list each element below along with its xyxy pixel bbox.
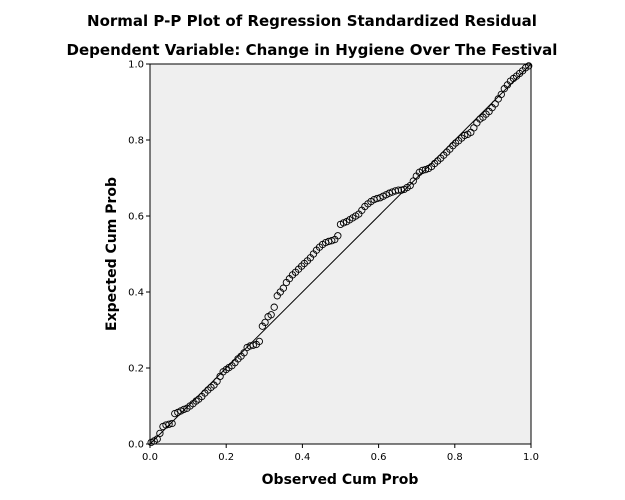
x-tick-label: 0.8	[447, 452, 463, 463]
data-point	[270, 303, 278, 311]
chart-title: Normal P-P Plot of Regression Standardiz…	[87, 12, 537, 30]
data-point	[525, 62, 533, 70]
x-axis-title: Observed Cum Prob	[262, 472, 419, 488]
y-tick-label: 0.6	[128, 212, 144, 223]
y-axis-title: Expected Cum Prob	[104, 177, 120, 331]
y-tick-label: 0.8	[128, 136, 144, 147]
y-tick-label: 0.0	[128, 440, 144, 451]
x-tick-label: 0.6	[371, 452, 387, 463]
data-point	[497, 90, 505, 99]
data-point	[394, 186, 403, 194]
data-point	[449, 142, 457, 150]
data-point	[258, 322, 267, 330]
y-tick-label: 0.4	[128, 288, 144, 299]
data-point	[267, 311, 275, 319]
x-tick-label: 1.0	[523, 452, 539, 463]
data-point	[171, 409, 179, 418]
data-point	[168, 419, 176, 428]
y-tick-label: 0.2	[128, 364, 144, 375]
data-point	[261, 318, 269, 327]
data-point	[385, 189, 393, 197]
data-point	[297, 262, 306, 270]
data-point	[373, 194, 381, 203]
y-tick-label: 1.0	[128, 60, 144, 71]
y-axis: 0.0 0.2 0.4 0.6 0.8 1.0	[128, 60, 150, 451]
x-tick-label: 0.2	[218, 452, 234, 463]
x-tick-label: 0.0	[142, 452, 158, 463]
data-points	[147, 62, 533, 447]
data-point	[153, 435, 161, 443]
data-point	[279, 284, 287, 292]
data-point	[156, 429, 164, 438]
data-point	[165, 420, 173, 428]
data-point	[180, 405, 188, 414]
data-point	[339, 219, 348, 227]
data-point	[421, 165, 430, 174]
x-tick-label: 0.4	[294, 452, 310, 463]
chart-subtitle: Dependent Variable: Change in Hygiene Ov…	[67, 41, 558, 59]
data-point	[334, 232, 342, 240]
x-axis: 0.0 0.2 0.4 0.6 0.8 1.0	[142, 444, 539, 463]
data-point	[328, 237, 336, 245]
data-point	[255, 337, 263, 346]
data-point	[240, 349, 248, 357]
data-point	[249, 341, 257, 349]
data-point	[461, 131, 469, 140]
